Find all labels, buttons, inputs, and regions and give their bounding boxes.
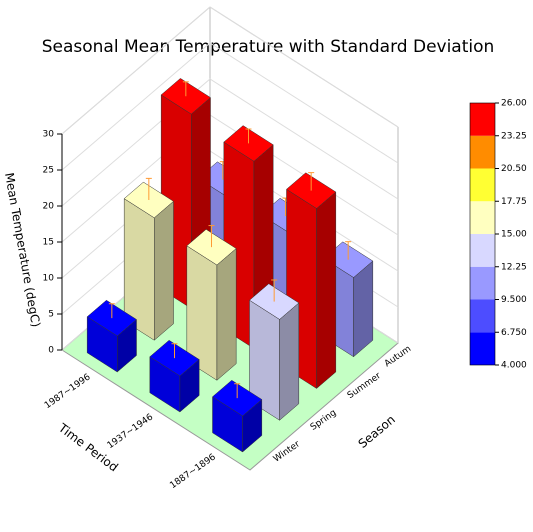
colorbar-label: 20.50 (501, 164, 527, 174)
colorbar-label: 4.000 (501, 361, 527, 371)
z-tick-label: 0 (48, 346, 54, 356)
colorbar-label: 15.00 (501, 230, 527, 240)
bar-side (316, 191, 337, 390)
grid-line (61, 78, 399, 207)
colorbar-bin (470, 103, 495, 136)
colorbar-bin (470, 299, 495, 333)
x-tick-label: 1937~1946 (106, 412, 156, 451)
bar-side (279, 302, 300, 421)
chart-title: Seasonal Mean Temperature with Standard … (42, 37, 495, 57)
z-tick-label: 30 (43, 130, 55, 140)
colorbar-bin (470, 234, 495, 267)
colorbar-label: 23.25 (501, 131, 527, 141)
colorbar-bin (470, 135, 495, 169)
colorbar-bin (470, 266, 495, 300)
colorbar-bin (470, 201, 495, 234)
z-tick-label: 5 (48, 310, 54, 320)
bar-side (154, 200, 174, 341)
colorbar-bin (470, 168, 495, 202)
x-tick-label: 1887~1896 (168, 452, 218, 491)
z-tick-label: 15 (43, 238, 54, 248)
bar-top (160, 78, 211, 115)
colorbar-label: 12.25 (501, 262, 527, 272)
colorbar-label: 17.75 (501, 197, 527, 207)
bar-side (216, 247, 237, 381)
colorbar-bin (470, 332, 495, 365)
z-axis-label: Mean Temperature (degC) (2, 172, 43, 329)
z-tick-label: 25 (43, 166, 54, 176)
z-tick-label: 20 (43, 202, 55, 212)
colorbar-label: 9.500 (501, 295, 527, 305)
grid-line (61, 6, 399, 135)
colorbar-label: 6.750 (501, 328, 527, 338)
grid-line (61, 42, 399, 171)
colorbar-label: 26.00 (501, 99, 527, 109)
z-tick-label: 10 (43, 274, 55, 284)
y-axis-label: Season (355, 412, 397, 451)
x-tick-label: 1987~1996 (43, 372, 93, 411)
